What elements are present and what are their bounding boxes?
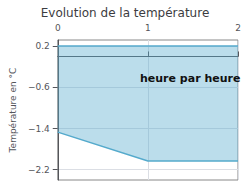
svg-text:−2.2: −2.2 — [28, 165, 50, 175]
svg-text:Evolution de la température: Evolution de la température — [41, 6, 210, 20]
svg-text:−0.6: −0.6 — [28, 82, 50, 92]
svg-text:0: 0 — [55, 23, 61, 33]
svg-text:Température en °C: Température en °C — [8, 68, 18, 154]
svg-text:2: 2 — [235, 23, 241, 33]
svg-text:heure par heure: heure par heure — [140, 72, 240, 85]
svg-text:1: 1 — [145, 23, 151, 33]
svg-text:−1.4: −1.4 — [28, 124, 50, 134]
svg-text:0.2: 0.2 — [35, 41, 49, 51]
